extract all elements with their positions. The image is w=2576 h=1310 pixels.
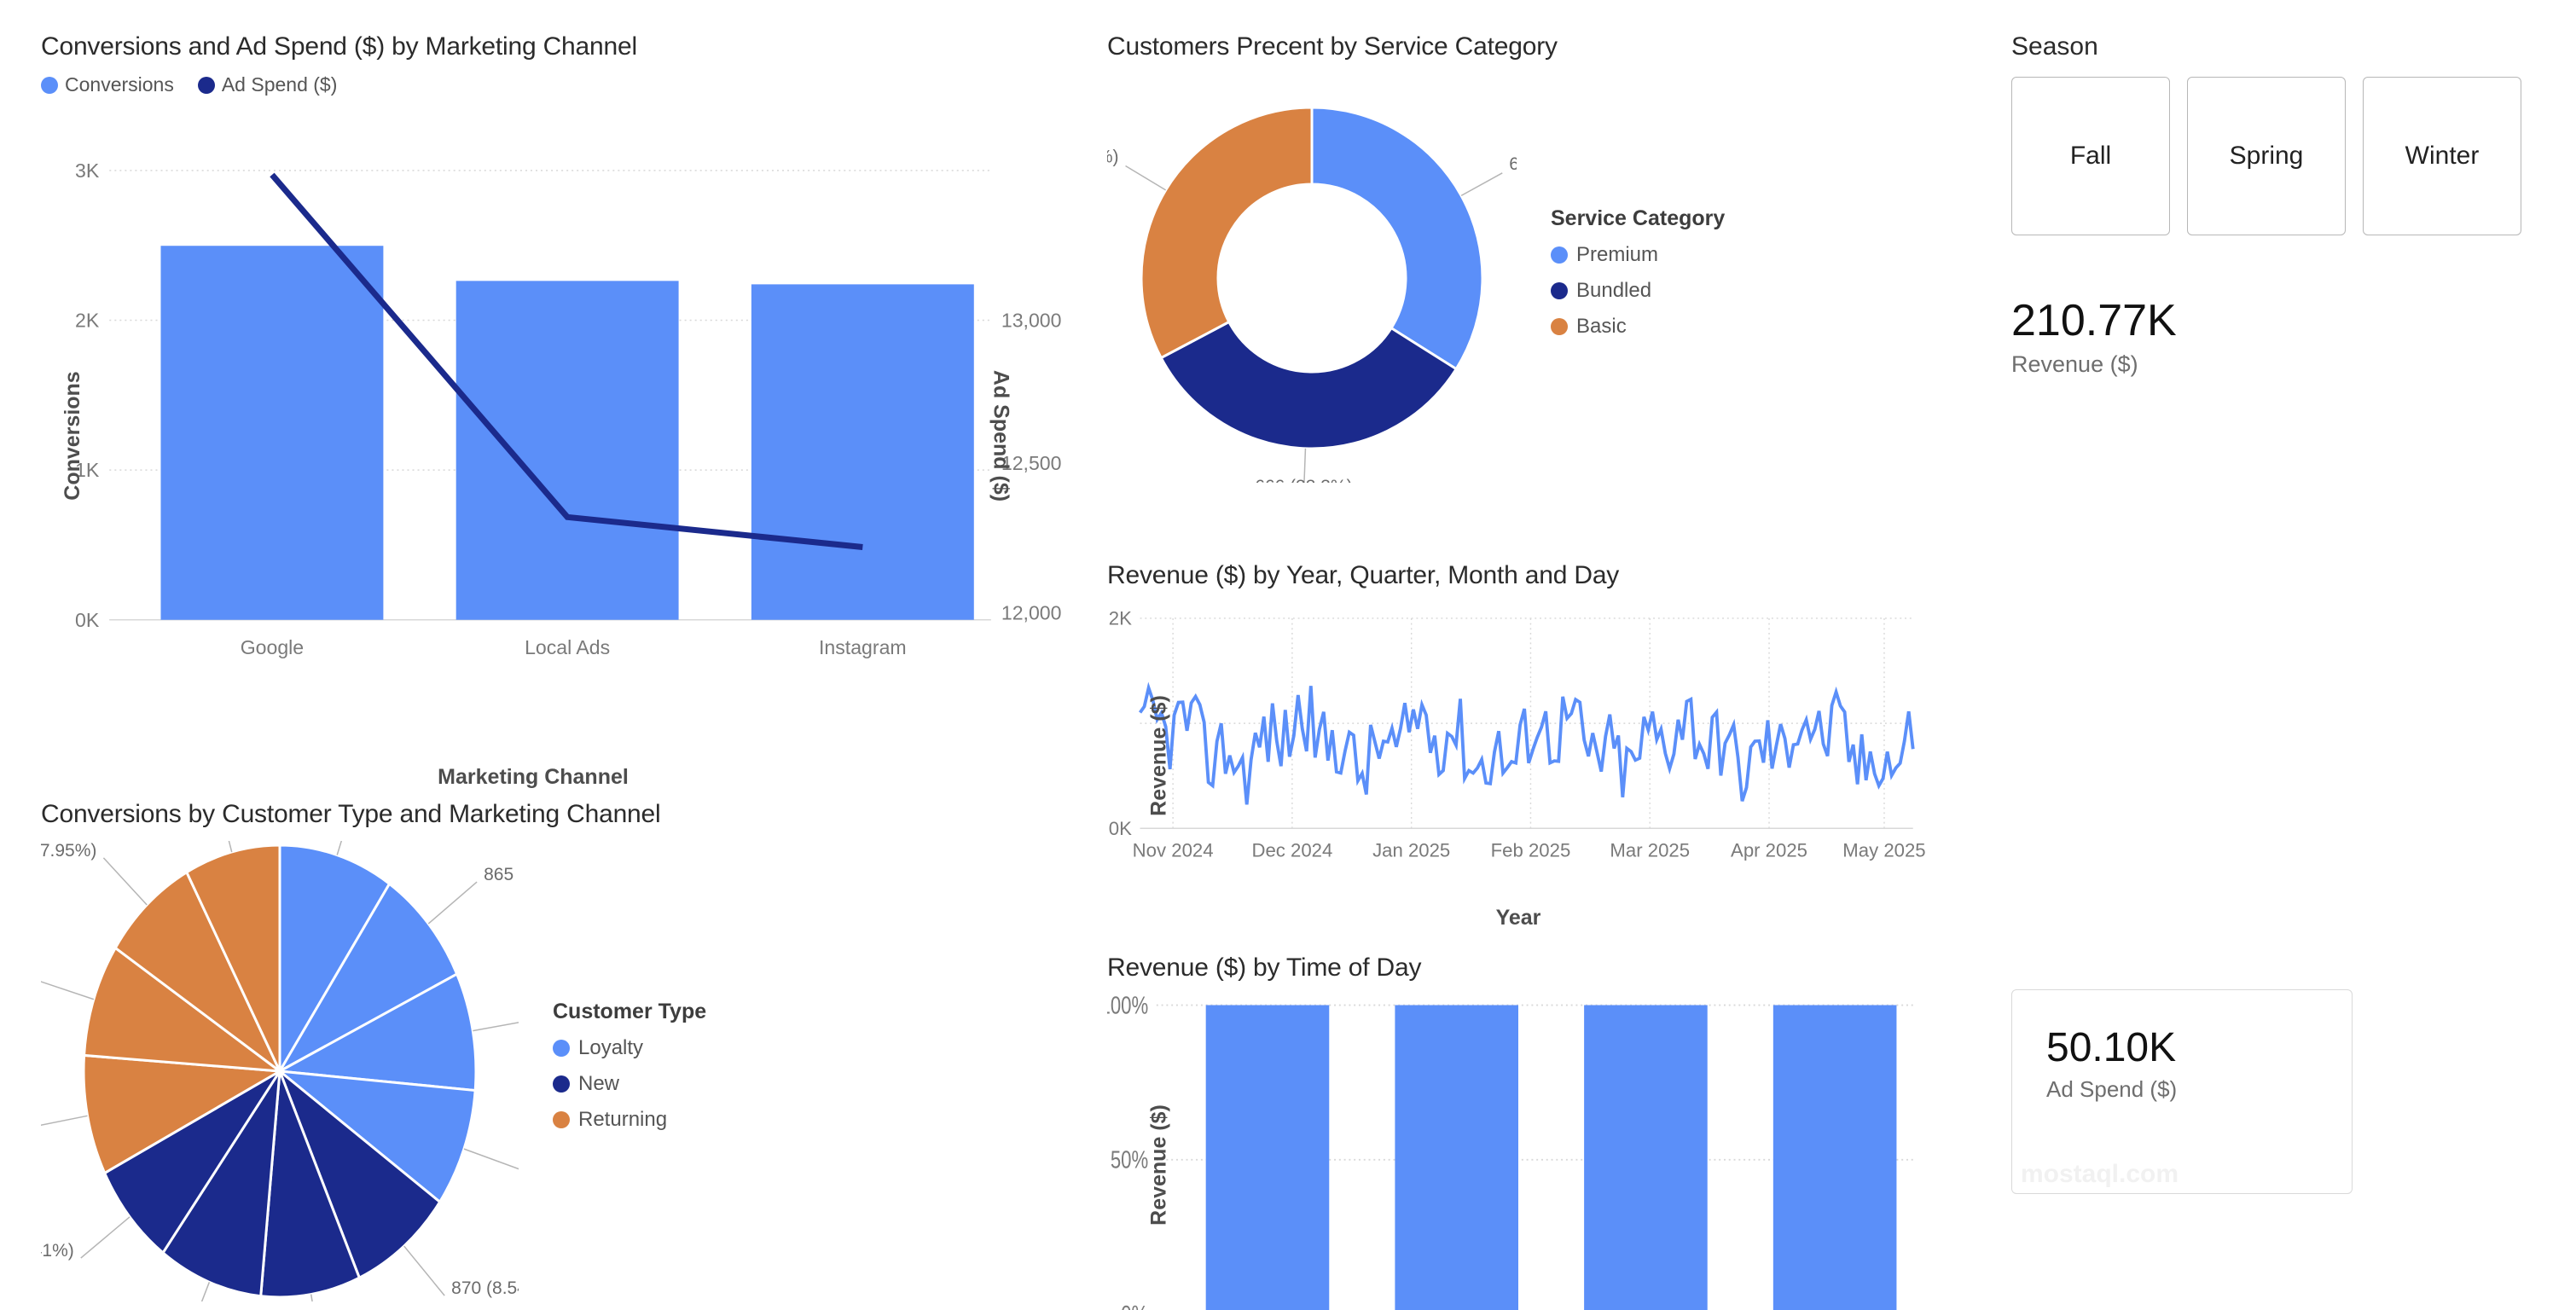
- donut-slice-bundled[interactable]: [1161, 322, 1456, 449]
- svg-text:666 (33.3%): 666 (33.3%): [1255, 477, 1352, 483]
- combo-chart-title: Conversions and Ad Spend ($) by Marketin…: [41, 32, 1025, 61]
- donut-slice-basic[interactable]: [1141, 107, 1312, 358]
- line-chart-svg: 2K 0K Nov 2024 Dec 2024 Jan 2025 Feb 202…: [1107, 602, 1929, 909]
- season-button-fall[interactable]: Fall: [2011, 77, 2170, 235]
- svg-text:Mar 2025: Mar 2025: [1610, 840, 1690, 861]
- pie-chart-legend: Customer Type Loyalty New Returning: [553, 1000, 706, 1144]
- adspend-card-panel: 50.10K Ad Spend ($) mostaql.com: [1970, 529, 2576, 1310]
- bar-afternoon[interactable]: [1395, 1006, 1518, 1310]
- legend-item-premium[interactable]: Premium: [1551, 243, 1725, 267]
- revenue-kpi-label: Revenue ($): [2011, 351, 2535, 378]
- legend-item-loyalty[interactable]: Loyalty: [553, 1036, 706, 1060]
- combo-chart-svg: 3K 2K 1K 0K 13,000 12,500 12,000 Googl: [41, 112, 1025, 760]
- legend-item-adspend[interactable]: Ad Spend ($): [198, 73, 338, 96]
- legend-item-basic[interactable]: Basic: [1551, 315, 1725, 339]
- time-of-day-svg: 100% 50% 0% Morning Afternoon Evening Ni…: [1107, 994, 1929, 1310]
- svg-text:2K: 2K: [1109, 608, 1132, 629]
- season-button-winter[interactable]: Winter: [2363, 77, 2521, 235]
- svg-text:Apr 2025: Apr 2025: [1731, 840, 1807, 861]
- svg-text:50%: 50%: [1111, 1147, 1148, 1174]
- svg-text:3K: 3K: [75, 159, 100, 182]
- svg-text:13,000: 13,000: [1001, 310, 1062, 332]
- season-button-group: Fall Spring Winter: [2011, 77, 2535, 235]
- donut-slice-premium[interactable]: [1312, 107, 1482, 369]
- adspend-kpi-label: Ad Spend ($): [2046, 1076, 2318, 1103]
- pie-chart-svg[interactable]: 962 (9.44%)865 (8.49%)859 (8.43%)862 (8.…: [41, 841, 519, 1301]
- bar-localads[interactable]: [456, 281, 679, 619]
- combo-chart-panel: Conversions and Ad Spend ($) by Marketin…: [0, 0, 1066, 768]
- combo-chart-legend: Conversions Ad Spend ($): [41, 73, 1025, 96]
- svg-text:0%: 0%: [1121, 1301, 1148, 1310]
- svg-text:Feb 2025: Feb 2025: [1491, 840, 1571, 861]
- svg-text:655 (32.75%): 655 (32.75%): [1107, 147, 1119, 166]
- bar-instagram[interactable]: [751, 284, 974, 619]
- adspend-kpi-number: 50.10K: [2046, 1024, 2318, 1071]
- donut-chart-title: Customers Precent by Service Category: [1107, 32, 1929, 61]
- season-button-spring[interactable]: Spring: [2187, 77, 2346, 235]
- pie-chart-panel: Conversions by Customer Type and Marketi…: [0, 768, 1066, 1310]
- season-title: Season: [2011, 32, 2535, 61]
- legend-item-bundled[interactable]: Bundled: [1551, 279, 1725, 303]
- svg-text:0K: 0K: [75, 609, 100, 631]
- bar-night[interactable]: [1773, 1006, 1897, 1310]
- line-chart-panel: Revenue ($) by Year, Quarter, Month and …: [1066, 529, 1970, 921]
- bar-evening[interactable]: [1584, 1006, 1708, 1310]
- svg-text:Local Ads: Local Ads: [525, 636, 610, 658]
- svg-text:Google: Google: [241, 636, 304, 658]
- time-of-day-title: Revenue ($) by Time of Day: [1107, 954, 1929, 982]
- legend-item-new[interactable]: New: [553, 1072, 706, 1096]
- svg-text:May 2025: May 2025: [1842, 840, 1925, 861]
- svg-text:Nov 2024: Nov 2024: [1133, 840, 1214, 861]
- donut-chart-svg[interactable]: 679 (33.95%) 666 (33.3%) 655 (32.75%): [1107, 73, 1517, 483]
- svg-text:Jan 2025: Jan 2025: [1372, 840, 1450, 861]
- line-chart-title: Revenue ($) by Year, Quarter, Month and …: [1107, 561, 1929, 590]
- donut-chart-panel: Customers Precent by Service Category 67…: [1066, 0, 1970, 529]
- svg-text:865 (8.49%): 865 (8.49%): [484, 865, 519, 884]
- svg-text:870 (8.54%): 870 (8.54%): [451, 1278, 519, 1298]
- pie-chart-title: Conversions by Customer Type and Marketi…: [41, 800, 1025, 829]
- season-revenue-panel: Season Fall Spring Winter 210.77K Revenu…: [1970, 0, 2576, 529]
- bar-google[interactable]: [160, 246, 383, 620]
- revenue-kpi-block: 210.77K Revenue ($): [2011, 295, 2535, 378]
- svg-text:Dec 2024: Dec 2024: [1251, 840, 1332, 861]
- svg-text:12,000: 12,000: [1001, 602, 1062, 624]
- legend-item-conversions[interactable]: Conversions: [41, 73, 174, 96]
- combo-chart-plot-area: Conversions Ad Spend ($) 3K 2K 1K 0K 13,…: [41, 112, 1025, 760]
- donut-chart-legend: Service Category Premium Bundled Basic: [1551, 206, 1725, 351]
- svg-text:810 (7.95%): 810 (7.95%): [41, 841, 96, 861]
- legend-item-returning[interactable]: Returning: [553, 1108, 706, 1132]
- time-of-day-plot-area: Revenue ($) 100% 50% 0% Morning Afternoo…: [1107, 994, 1929, 1310]
- bar-morning[interactable]: [1206, 1006, 1330, 1310]
- svg-text:Instagram: Instagram: [819, 636, 907, 658]
- svg-text:100%: 100%: [1107, 994, 1148, 1019]
- svg-text:755 (7.41%): 755 (7.41%): [41, 1241, 74, 1261]
- line-chart-plot-area: Revenue ($) 2K 0K Nov 2024: [1107, 602, 1929, 909]
- time-of-day-panel: Revenue ($) by Time of Day Revenue ($) 1…: [1066, 921, 1970, 1305]
- adspend-card: 50.10K Ad Spend ($) mostaql.com: [2011, 989, 2353, 1194]
- watermark: mostaql.com: [2021, 1160, 2179, 1188]
- revenue-kpi-number: 210.77K: [2011, 295, 2535, 346]
- svg-text:0K: 0K: [1109, 818, 1132, 839]
- svg-text:2K: 2K: [75, 310, 100, 332]
- svg-text:679 (33.95%): 679 (33.95%): [1509, 154, 1517, 174]
